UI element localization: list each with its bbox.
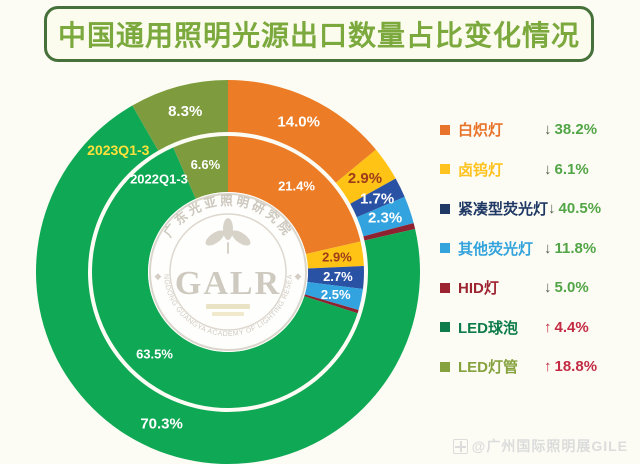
legend-swatch [440,164,450,175]
ring-label-2023Q1-3: 2023Q1-3 [87,142,149,158]
leaf-icon [205,218,251,254]
legend-change-value: 18.8% [554,358,598,376]
arrow-up-icon: ↑ [544,358,552,376]
arrow-up-icon: ↑ [544,318,552,336]
legend: 白炽灯 ↓ 38.2% 卤钨灯 ↓ 6.1% 紧凑型荧光灯 ↓ 40.5% 其他荧光灯 ↓ 11.8%… [440,110,636,387]
slice-2022Q1-3-紧凑型荧光灯 [307,266,365,290]
watermark: @广州国际照明展GILE [452,436,628,456]
legend-item-3: 紧凑型荧光灯 ↓ 40.5% [440,189,636,229]
slice-2023Q1-3-紧凑型荧光灯 [350,178,405,218]
slice-label-2023Q1-3-卤钨灯: 2.9% [348,170,382,187]
legend-change: ↓ 38.2% [544,121,636,138]
legend-change: ↓ 6.1% [544,161,636,178]
slice-2022Q1-3-HID灯 [304,294,359,314]
slice-2022Q1-3-白炽灯 [228,136,361,255]
legend-swatch [440,243,450,254]
chart-title: 中国通用照明光源出口数量占比变化情况 [44,6,594,62]
legend-change: ↓ 5.0% [544,279,636,296]
legend-change: ↓ 40.5% [548,200,636,217]
legend-change-value: 4.4% [554,318,589,336]
legend-label: 紧凑型荧光灯 [458,201,549,219]
legend-change: ↑ 4.4% [544,319,636,336]
arrow-down-icon: ↓ [544,239,552,257]
legend-label: 其他荧光灯 [458,240,534,258]
legend-swatch [440,322,450,333]
slice-label-2023Q1-3-LED球泡: 70.3% [140,416,183,433]
slice-label-2022Q1-3-其他荧光灯: 2.5% [321,287,351,302]
legend-item-7: LED灯管 ↑ 18.8% [440,347,636,387]
legend-label: LED灯管 [458,359,519,377]
legend-change-value: 38.2% [554,121,598,139]
chart-title-text: 中国通用照明光源出口数量占比变化情况 [57,20,580,51]
slice-label-2022Q1-3-LED灯管: 6.6% [191,157,221,172]
slice-label-2022Q1-3-LED球泡: 63.5% [136,346,173,361]
seal-diamond-icon: ◆ [295,271,302,281]
slice-2022Q1-3-卤钨灯 [305,241,364,269]
legend-change-value: 11.8% [554,239,597,257]
legend-change-value: 6.1% [554,160,589,178]
legend-label: LED球泡 [458,319,519,337]
slice-2023Q1-3-HID灯 [363,223,416,241]
slice-2022Q1-3-其他荧光灯 [304,282,363,310]
legend-change: ↓ 11.8% [544,240,636,257]
arrow-down-icon: ↓ [548,200,556,218]
slice-label-2023Q1-3-白炽灯: 14.0% [277,113,320,130]
arrow-down-icon: ↓ [544,279,552,297]
legend-item-1: 白炽灯 ↓ 38.2% [440,110,636,150]
slice-label-2022Q1-3-卤钨灯: 2.9% [322,250,352,265]
slice-2022Q1-3-LED灯管 [173,136,228,199]
slice-2023Q1-3-白炽灯 [228,80,376,183]
legend-swatch [440,361,450,372]
slice-2023Q1-3-其他荧光灯 [356,196,414,237]
slice-label-2022Q1-3-紧凑型荧光灯: 2.7% [323,269,353,284]
seal-diamond-icon: ◆ [155,271,162,281]
legend-item-6: LED球泡 ↑ 4.4% [440,308,636,348]
legend-swatch [440,124,450,135]
slice-2023Q1-3-LED球泡 [36,105,421,464]
slice-label-2023Q1-3-LED灯管: 8.3% [168,103,202,120]
watermark-text: @广州国际照明展GILE [471,438,628,454]
legend-swatch [440,203,450,214]
seal-abbr-text: GALR [175,265,281,302]
camera-icon [452,438,468,454]
legend-label: 白炽灯 [458,122,504,140]
legend-label: HID灯 [458,280,499,298]
legend-change: ↑ 18.8% [544,358,636,375]
slice-2023Q1-3-卤钨灯 [335,149,396,204]
legend-change-value: 5.0% [554,279,589,297]
slice-2022Q1-3-LED球泡 [92,147,358,408]
arrow-down-icon: ↓ [544,160,552,178]
legend-item-4: 其他荧光灯 ↓ 11.8% [440,229,636,269]
slice-label-2023Q1-3-紧凑型荧光灯: 1.7% [360,191,394,208]
slice-2023Q1-3-LED灯管 [132,80,228,151]
ring-label-2022Q1-3: 2022Q1-3 [130,171,188,186]
slice-label-2023Q1-3-其他荧光灯: 2.3% [368,210,402,227]
slice-label-2022Q1-3-白炽灯: 21.4% [278,178,315,193]
arrow-down-icon: ↓ [544,121,552,139]
galr-seal-logo: 广东光亚照明研究院GUANGDONG GUANGYA ACADEMY OF LI… [148,192,308,352]
legend-change-value: 40.5% [558,200,602,218]
legend-item-5: HID灯 ↓ 5.0% [440,268,636,308]
legend-swatch [440,282,450,293]
legend-item-2: 卤钨灯 ↓ 6.1% [440,150,636,190]
legend-label: 卤钨灯 [458,161,504,179]
